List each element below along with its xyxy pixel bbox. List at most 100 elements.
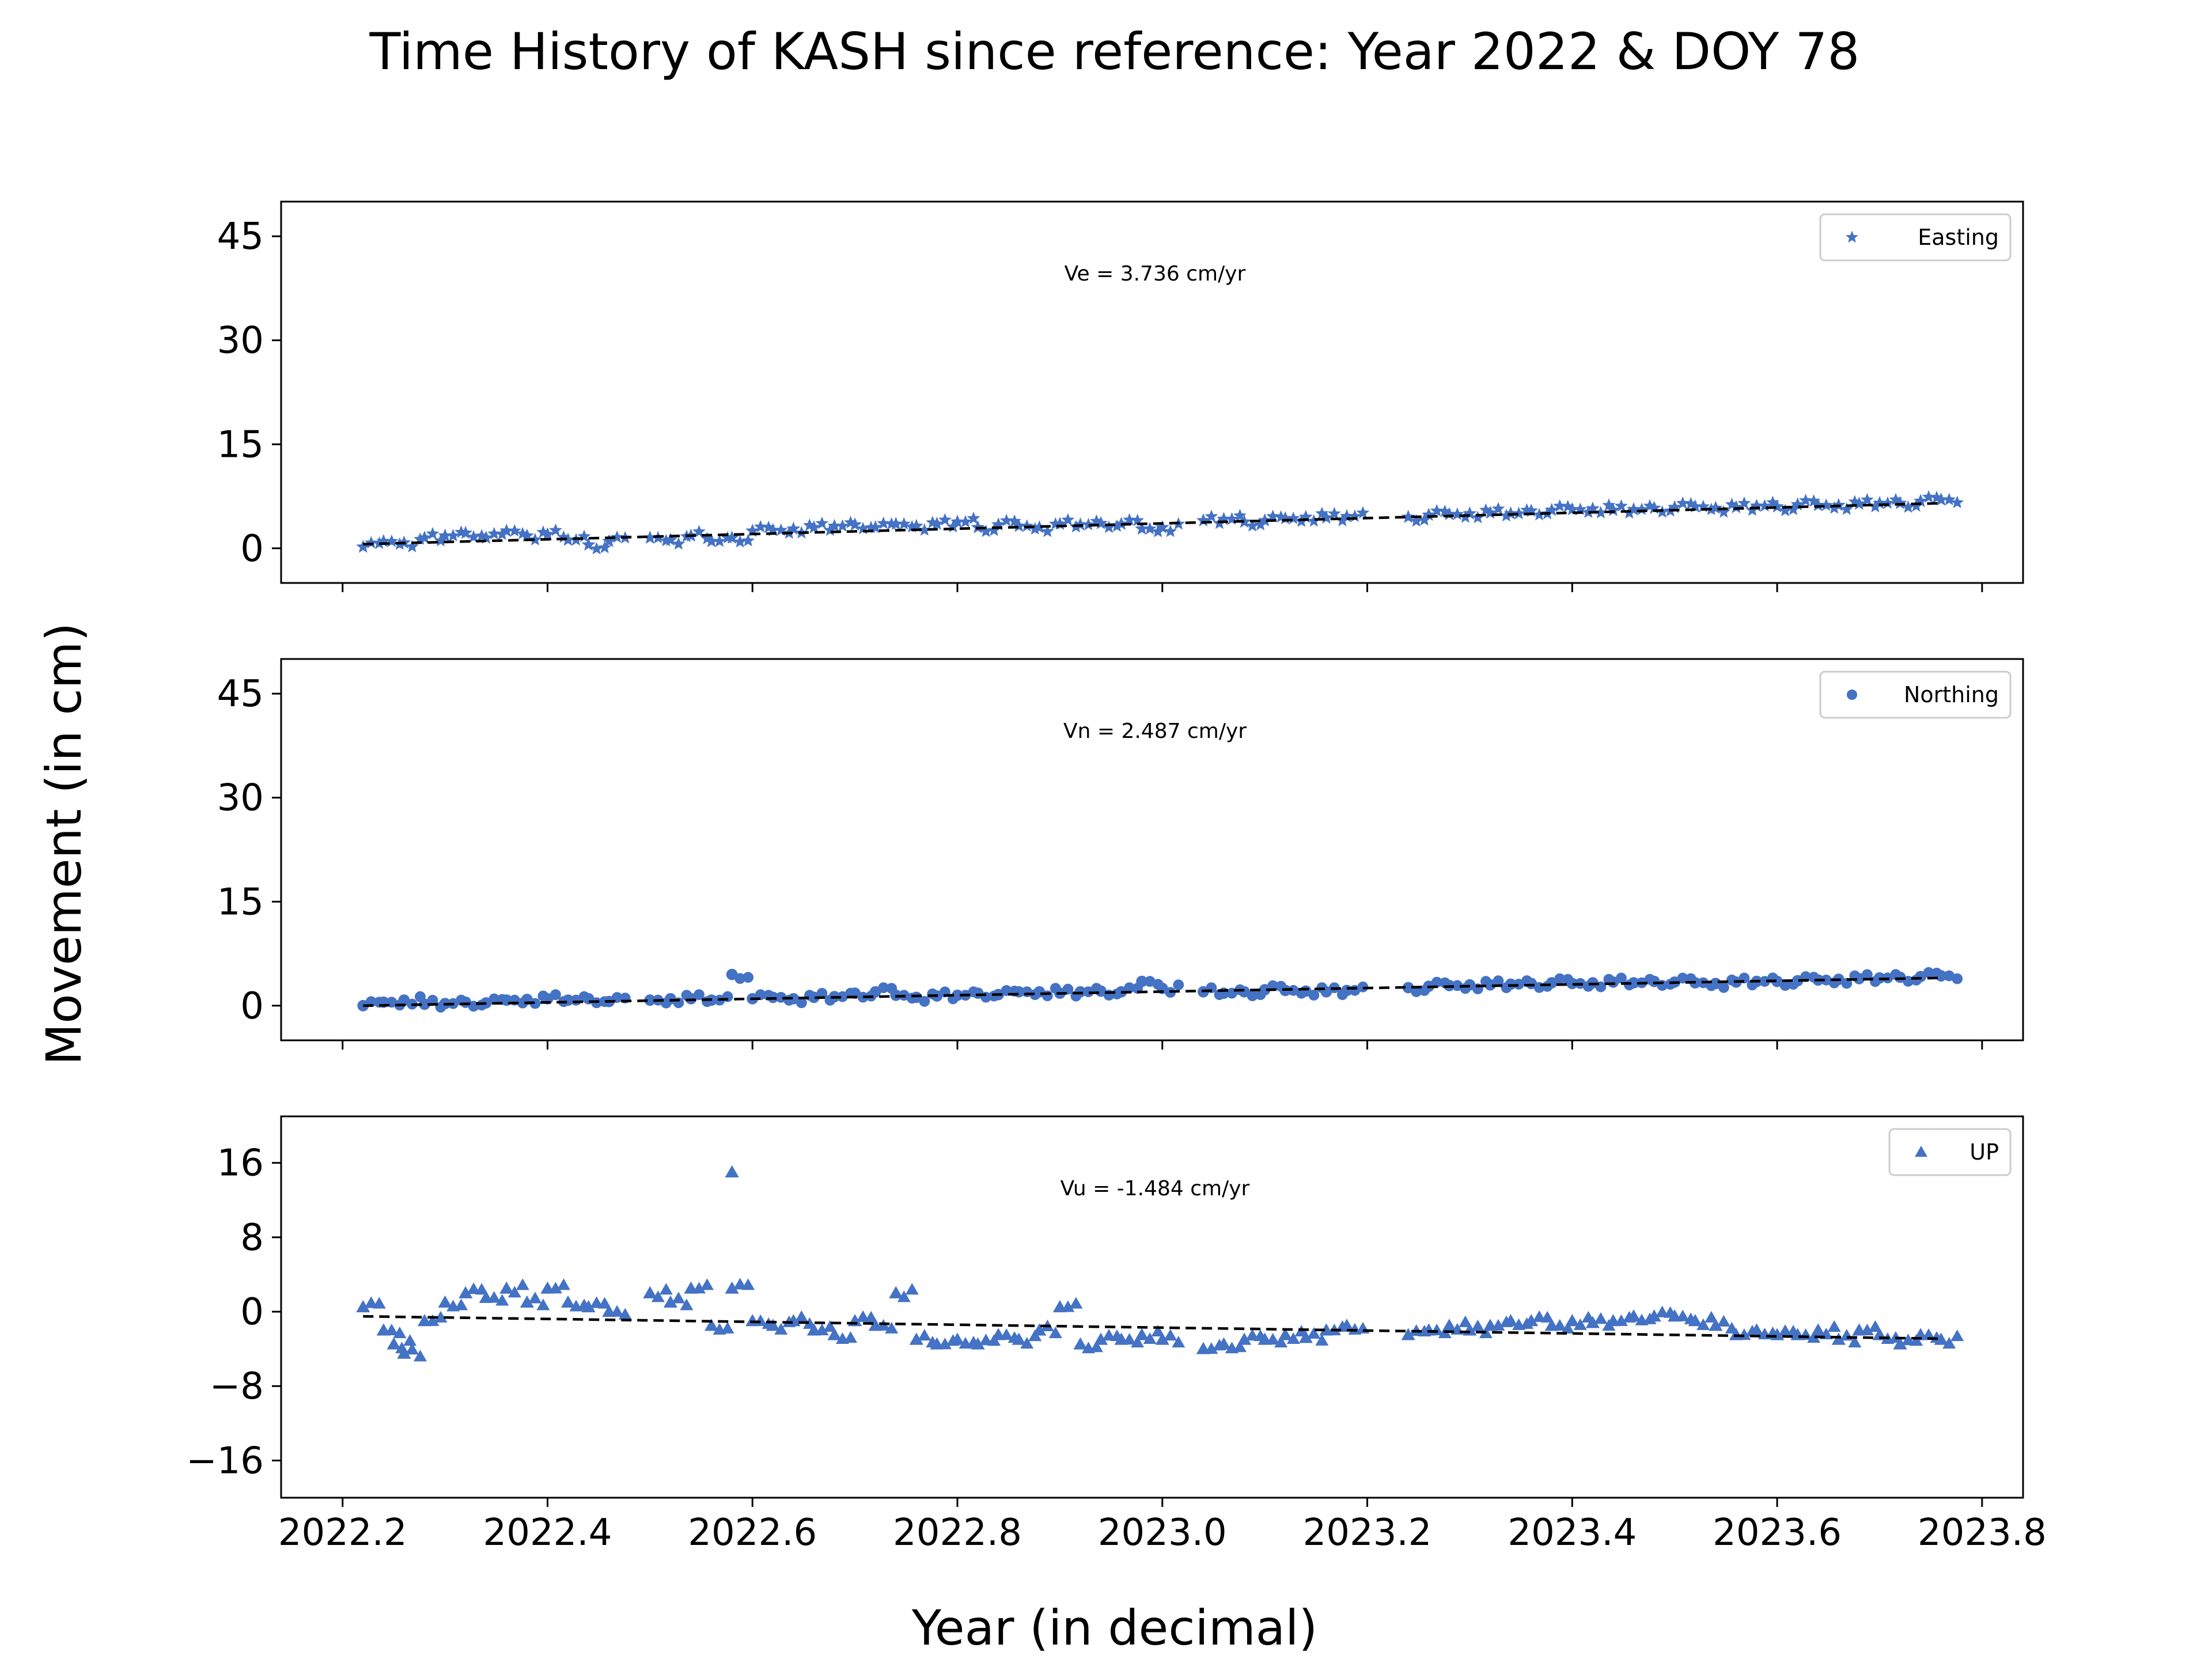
up-data-point — [700, 1278, 714, 1290]
up-data-point — [918, 1329, 931, 1341]
easting-data-point — [495, 527, 509, 540]
northing-data-point — [550, 989, 561, 1001]
easting-data-point — [1861, 493, 1874, 506]
easting-data-point — [598, 540, 612, 554]
easting-data-point — [1934, 492, 1948, 506]
up-data-point — [598, 1297, 612, 1309]
easting-data-point — [1914, 494, 1928, 507]
easting-data-point — [1852, 497, 1866, 510]
up-xtick-label: 2023.4 — [1508, 1512, 1637, 1554]
up-data-point — [1245, 1329, 1259, 1341]
easting-data-point — [467, 530, 480, 543]
up-data-point — [897, 1290, 911, 1302]
northing-data-point — [1554, 973, 1566, 984]
easting-data-point — [844, 516, 857, 528]
up-data-point — [741, 1278, 755, 1290]
up-data-point — [459, 1286, 473, 1298]
easting-data-point — [406, 540, 419, 552]
easting-data-point — [557, 530, 570, 543]
northing-data-point — [644, 994, 656, 1006]
easting-data-point — [1164, 524, 1177, 537]
easting-data-point — [1196, 513, 1210, 527]
easting-data-point — [1012, 518, 1026, 532]
easting-data-point — [1110, 519, 1124, 532]
up-data-point — [692, 1282, 706, 1294]
easting-data-point — [999, 513, 1013, 527]
up-data-point — [979, 1334, 993, 1346]
up-data-point — [475, 1283, 488, 1295]
up-data-point — [1102, 1329, 1116, 1341]
easting-data-point — [507, 524, 521, 537]
easting-data-point — [897, 517, 911, 530]
northing-data-point — [796, 997, 807, 1009]
up-data-point — [1676, 1309, 1690, 1321]
up-data-point — [1307, 1327, 1321, 1339]
easting-data-point — [1799, 494, 1813, 506]
easting-data-point — [1930, 491, 1944, 503]
northing-data-point — [1923, 967, 1934, 978]
figure-title: Time History of KASH since reference: Ye… — [369, 22, 1860, 81]
easting-data-point — [385, 534, 399, 547]
up-data-point — [1135, 1328, 1149, 1340]
up-data-point — [1540, 1310, 1554, 1323]
up-data-point — [1143, 1332, 1157, 1344]
easting-data-point — [1020, 519, 1034, 532]
up-data-point — [1656, 1305, 1669, 1317]
up-data-point — [1401, 1328, 1415, 1340]
up-legend-label: UP — [1969, 1139, 1999, 1165]
up-data-point — [1069, 1297, 1083, 1309]
up-data-point — [1922, 1328, 1936, 1340]
up-data-point — [950, 1332, 965, 1345]
northing-data-point — [1861, 969, 1873, 980]
northing-data-point — [488, 993, 500, 1005]
easting-data-point — [918, 523, 931, 536]
northing-data-point — [1952, 973, 1963, 984]
up-data-point — [590, 1296, 604, 1308]
up-data-point — [487, 1291, 501, 1303]
up-data-point — [536, 1298, 550, 1310]
up-xtick-label: 2023.6 — [1713, 1512, 1842, 1554]
up-data-point — [815, 1323, 829, 1335]
up-data-point — [643, 1286, 657, 1298]
up-data-point — [556, 1278, 570, 1290]
up-data-point — [1266, 1333, 1280, 1345]
up-data-point — [1233, 1340, 1247, 1353]
northing-data-point — [529, 998, 541, 1009]
northing-data-point — [743, 972, 754, 983]
easting-data-point — [1430, 504, 1444, 517]
northing-data-point — [734, 973, 746, 984]
northing-data-point — [1357, 981, 1369, 993]
easting-data-point — [459, 525, 473, 539]
easting-data-point — [1257, 513, 1272, 527]
up-data-point — [560, 1295, 575, 1308]
up-data-point — [397, 1346, 411, 1359]
easting-data-point — [1286, 512, 1300, 524]
easting-data-point — [1902, 500, 1915, 513]
easting-data-point — [1758, 499, 1771, 512]
easting-data-point — [971, 520, 985, 533]
easting-data-point — [1606, 503, 1620, 516]
northing-ytick-label: 45 — [217, 673, 264, 715]
up-ytick-label: −8 — [210, 1365, 264, 1408]
easting-data-point — [823, 523, 837, 536]
easting-data-point — [1745, 503, 1759, 516]
easting-data-point — [1278, 511, 1293, 525]
up-xtick-label: 2022.8 — [893, 1512, 1022, 1554]
easting-data-point — [1544, 503, 1559, 516]
easting-data-point — [1028, 522, 1042, 535]
easting-data-point — [745, 524, 760, 537]
up-data-point — [905, 1283, 919, 1295]
up-data-point — [403, 1334, 417, 1346]
easting-data-point — [663, 532, 677, 546]
northing-data-point — [1411, 986, 1422, 997]
easting-data-point — [1688, 499, 1702, 513]
up-xtick-label: 2022.4 — [483, 1512, 612, 1554]
easting-data-point — [1438, 505, 1452, 517]
northing-data-point — [1124, 982, 1135, 994]
up-data-point — [1831, 1332, 1846, 1345]
up-data-point — [1491, 1319, 1505, 1331]
easting-data-point — [479, 531, 493, 544]
northing-velocity-label: Vn = 2.487 cm/yr — [1063, 719, 1247, 743]
up-data-point — [618, 1308, 632, 1320]
easting-data-point — [762, 520, 775, 533]
